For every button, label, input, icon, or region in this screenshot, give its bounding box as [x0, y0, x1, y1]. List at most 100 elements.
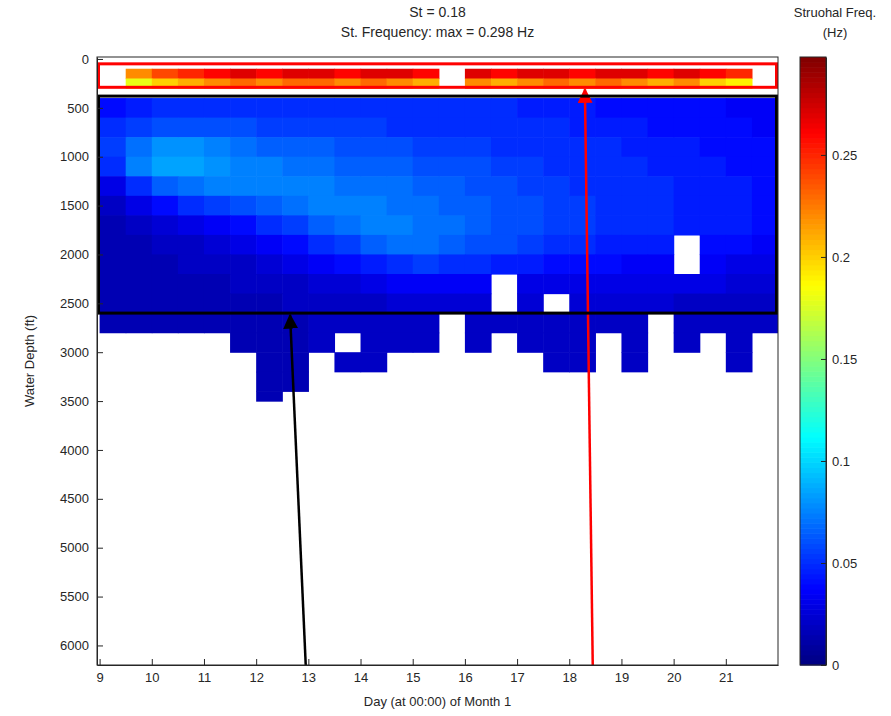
heatmap-cell	[517, 137, 544, 157]
tick: 3500	[60, 394, 103, 409]
colorbar-step	[800, 219, 826, 225]
colorbar-step	[800, 351, 826, 357]
heatmap-cell	[569, 294, 596, 314]
heatmap-cell	[204, 118, 231, 138]
heatmap-cell	[439, 157, 466, 177]
heatmap-cell	[700, 215, 727, 235]
tick-mark	[821, 359, 826, 360]
heatmap-cell	[491, 98, 518, 118]
heatmap-cell	[230, 294, 257, 314]
colorbar-step	[800, 285, 826, 291]
heatmap-cell	[126, 137, 153, 157]
heatmap-cell	[700, 118, 727, 138]
tick-label: 14	[354, 670, 368, 685]
heatmap-cell	[491, 254, 518, 274]
heatmap-cell	[178, 176, 205, 196]
heatmap-cell	[230, 157, 257, 177]
heatmap-cell	[726, 196, 753, 216]
heatmap-cell	[204, 98, 231, 118]
heatmap-cell	[517, 333, 544, 353]
heatmap-cell	[334, 176, 361, 196]
heatmap-cell	[126, 98, 153, 118]
heatmap-cell	[543, 235, 570, 255]
heatmap-cell	[439, 137, 466, 157]
highlight-arrow	[290, 315, 306, 665]
colorbar-step	[800, 98, 826, 104]
heatmap-cell	[621, 215, 648, 235]
heatmap-cell	[569, 157, 596, 177]
heatmap-cell	[256, 137, 283, 157]
tick: 0	[821, 658, 839, 673]
tick-label: 16	[458, 670, 472, 685]
heatmap-cell	[674, 294, 701, 314]
heatmap-cell	[387, 215, 414, 235]
colorbar-step	[800, 72, 826, 78]
heatmap-cell	[621, 274, 648, 294]
y-axis-line	[97, 58, 98, 666]
tick: 0.25	[821, 148, 857, 163]
heatmap-cell	[465, 118, 492, 138]
colorbar-step	[800, 640, 826, 646]
heatmap-cell	[361, 98, 388, 118]
tick-label: 0	[82, 52, 89, 67]
colorbar	[800, 57, 826, 666]
colorbar-step	[800, 204, 826, 210]
colorbar-step	[800, 412, 826, 418]
colorbar-step	[800, 569, 826, 575]
colorbar-step	[800, 113, 826, 119]
tick-label: 15	[406, 670, 420, 685]
tick: 14	[354, 659, 368, 685]
y-axis: 0500100015002000250030003500400045005000…	[60, 52, 103, 666]
heatmap-cell	[700, 157, 727, 177]
y-axis-title: Water Depth (ft)	[22, 315, 37, 407]
colorbar-step	[800, 559, 826, 565]
colorbar-step	[800, 341, 826, 347]
tick-mark	[97, 548, 103, 549]
title: St = 0.18	[409, 4, 466, 20]
heatmap-cell	[491, 69, 518, 79]
colorbar-step	[800, 310, 826, 316]
highlight-box	[99, 96, 777, 313]
heatmap-cell	[100, 215, 127, 235]
heatmap-cell	[282, 215, 309, 235]
heatmap-cell	[308, 215, 335, 235]
tick-label: 1500	[60, 198, 89, 213]
heatmap-cell	[517, 176, 544, 196]
heatmap-cell	[674, 274, 701, 294]
colorbar-step	[800, 133, 826, 139]
heatmap-cell	[648, 176, 675, 196]
tick-mark	[621, 659, 622, 665]
heatmap-cell	[621, 235, 648, 255]
colorbar-step	[800, 168, 826, 174]
heatmap-cell	[517, 294, 544, 314]
tick: 18	[563, 659, 577, 685]
plot-background	[97, 57, 778, 665]
heatmap-cell	[361, 215, 388, 235]
tick-label: 4500	[60, 491, 89, 506]
heatmap-cell	[517, 215, 544, 235]
heatmap-cell	[543, 69, 570, 79]
heatmap-cell	[543, 254, 570, 274]
heatmap-cell	[621, 176, 648, 196]
colorbar-title: (Hz)	[823, 25, 848, 40]
heatmap-cell	[282, 352, 309, 372]
heatmap-cell	[752, 254, 778, 274]
heatmap-cells	[100, 69, 778, 402]
tick-mark	[97, 499, 103, 500]
heatmap-cell	[726, 313, 753, 333]
heatmap-cell	[387, 294, 414, 314]
colorbar-step	[800, 432, 826, 438]
colorbar-step	[800, 92, 826, 98]
heatmap-cell	[230, 254, 257, 274]
heatmap-cell	[152, 137, 179, 157]
heatmap-cell	[256, 235, 283, 255]
colorbar-step	[800, 427, 826, 433]
tick: 0.05	[821, 556, 857, 571]
heatmap-cell	[543, 98, 570, 118]
tick-label: 0.25	[832, 148, 857, 163]
heatmap-cell	[569, 118, 596, 138]
heatmap-cell	[387, 313, 414, 333]
heatmap-cell	[726, 137, 753, 157]
colorbar-step	[800, 371, 826, 377]
tick-label: 5500	[60, 589, 89, 604]
